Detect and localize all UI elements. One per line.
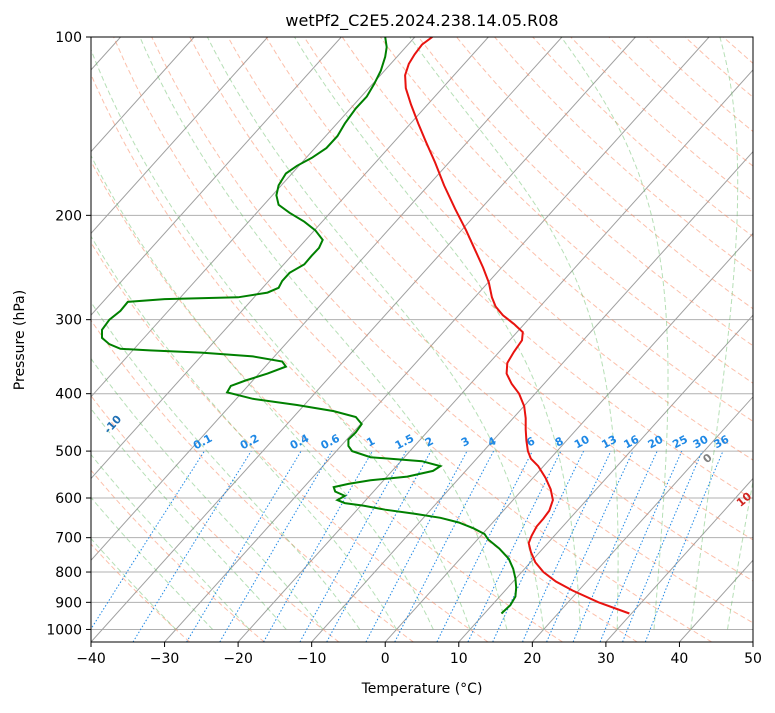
x-tick-label: −30 xyxy=(150,651,180,667)
x-tick-label: 20 xyxy=(523,651,541,667)
x-tick-label: −40 xyxy=(76,651,106,667)
chart-title: wetPf2_C2E5.2024.238.14.05.R08 xyxy=(285,11,558,31)
y-tick-label: 400 xyxy=(55,387,82,403)
y-tick-label: 300 xyxy=(55,313,82,329)
x-tick-label: 10 xyxy=(450,651,468,667)
y-tick-label: 1000 xyxy=(46,622,82,638)
y-axis-title: Pressure (hPa) xyxy=(12,290,28,390)
x-axis-title: Temperature (°C) xyxy=(361,681,483,697)
y-tick-label: 700 xyxy=(55,531,82,547)
x-tick-label: 0 xyxy=(381,651,390,667)
x-tick-label: −20 xyxy=(223,651,253,667)
x-tick-label: 30 xyxy=(597,651,615,667)
x-tick-label: 50 xyxy=(744,651,762,667)
y-tick-label: 100 xyxy=(55,30,82,46)
y-tick-label: 200 xyxy=(55,208,82,224)
y-tick-label: 900 xyxy=(55,595,82,611)
y-tick-label: 500 xyxy=(55,444,82,460)
x-tick-label: 40 xyxy=(671,651,689,667)
x-tick-label: −10 xyxy=(297,651,327,667)
y-tick-label: 600 xyxy=(55,491,82,507)
y-tick-label: 800 xyxy=(55,565,82,581)
